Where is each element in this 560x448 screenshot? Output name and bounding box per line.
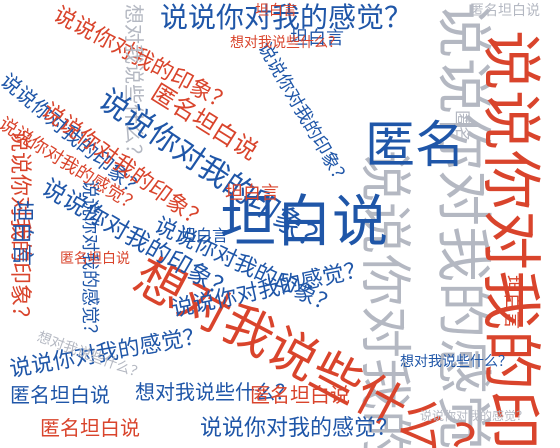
word-tanbaiyan: 坦白言	[290, 28, 344, 49]
word-anon-say: 匿名坦白说	[250, 383, 350, 407]
word-anon-say: 匿名坦白说	[470, 3, 540, 19]
word-anon-say: 匿名坦白说	[10, 383, 110, 407]
word-want: 想对我说些什么？	[400, 354, 512, 370]
word-anon: 匿名	[453, 110, 472, 143]
word-feel: 说说你对我的感觉？	[200, 416, 399, 441]
word-anon-say: 匿名坦白说	[60, 251, 130, 267]
word-impression: 说说你对我的印象？	[253, 39, 353, 190]
word-anon-say: 匿名坦白说	[40, 416, 140, 440]
word-want: 想对我说些什么？	[230, 35, 342, 51]
word-anon: 匿名	[365, 116, 465, 174]
word-tanbaiyan: 坦白言	[501, 275, 522, 329]
word-want: 想对我说些什么？	[135, 380, 295, 404]
word-feel: 说说你对我的感觉？	[420, 409, 529, 423]
word-tanbaishuo: 坦白说	[220, 190, 388, 255]
word-tanbaiyan: 坦白言	[225, 183, 279, 204]
word-impression: 说说你对我的印象？	[475, 30, 545, 448]
word-tanbaiyan: 坦白言	[255, 3, 297, 19]
word-tanbaiyan: 坦白言	[9, 200, 34, 267]
word-tanbaiyan: 坦白言	[180, 226, 229, 245]
word-feel: 说说你对我的感觉？	[160, 1, 413, 34]
